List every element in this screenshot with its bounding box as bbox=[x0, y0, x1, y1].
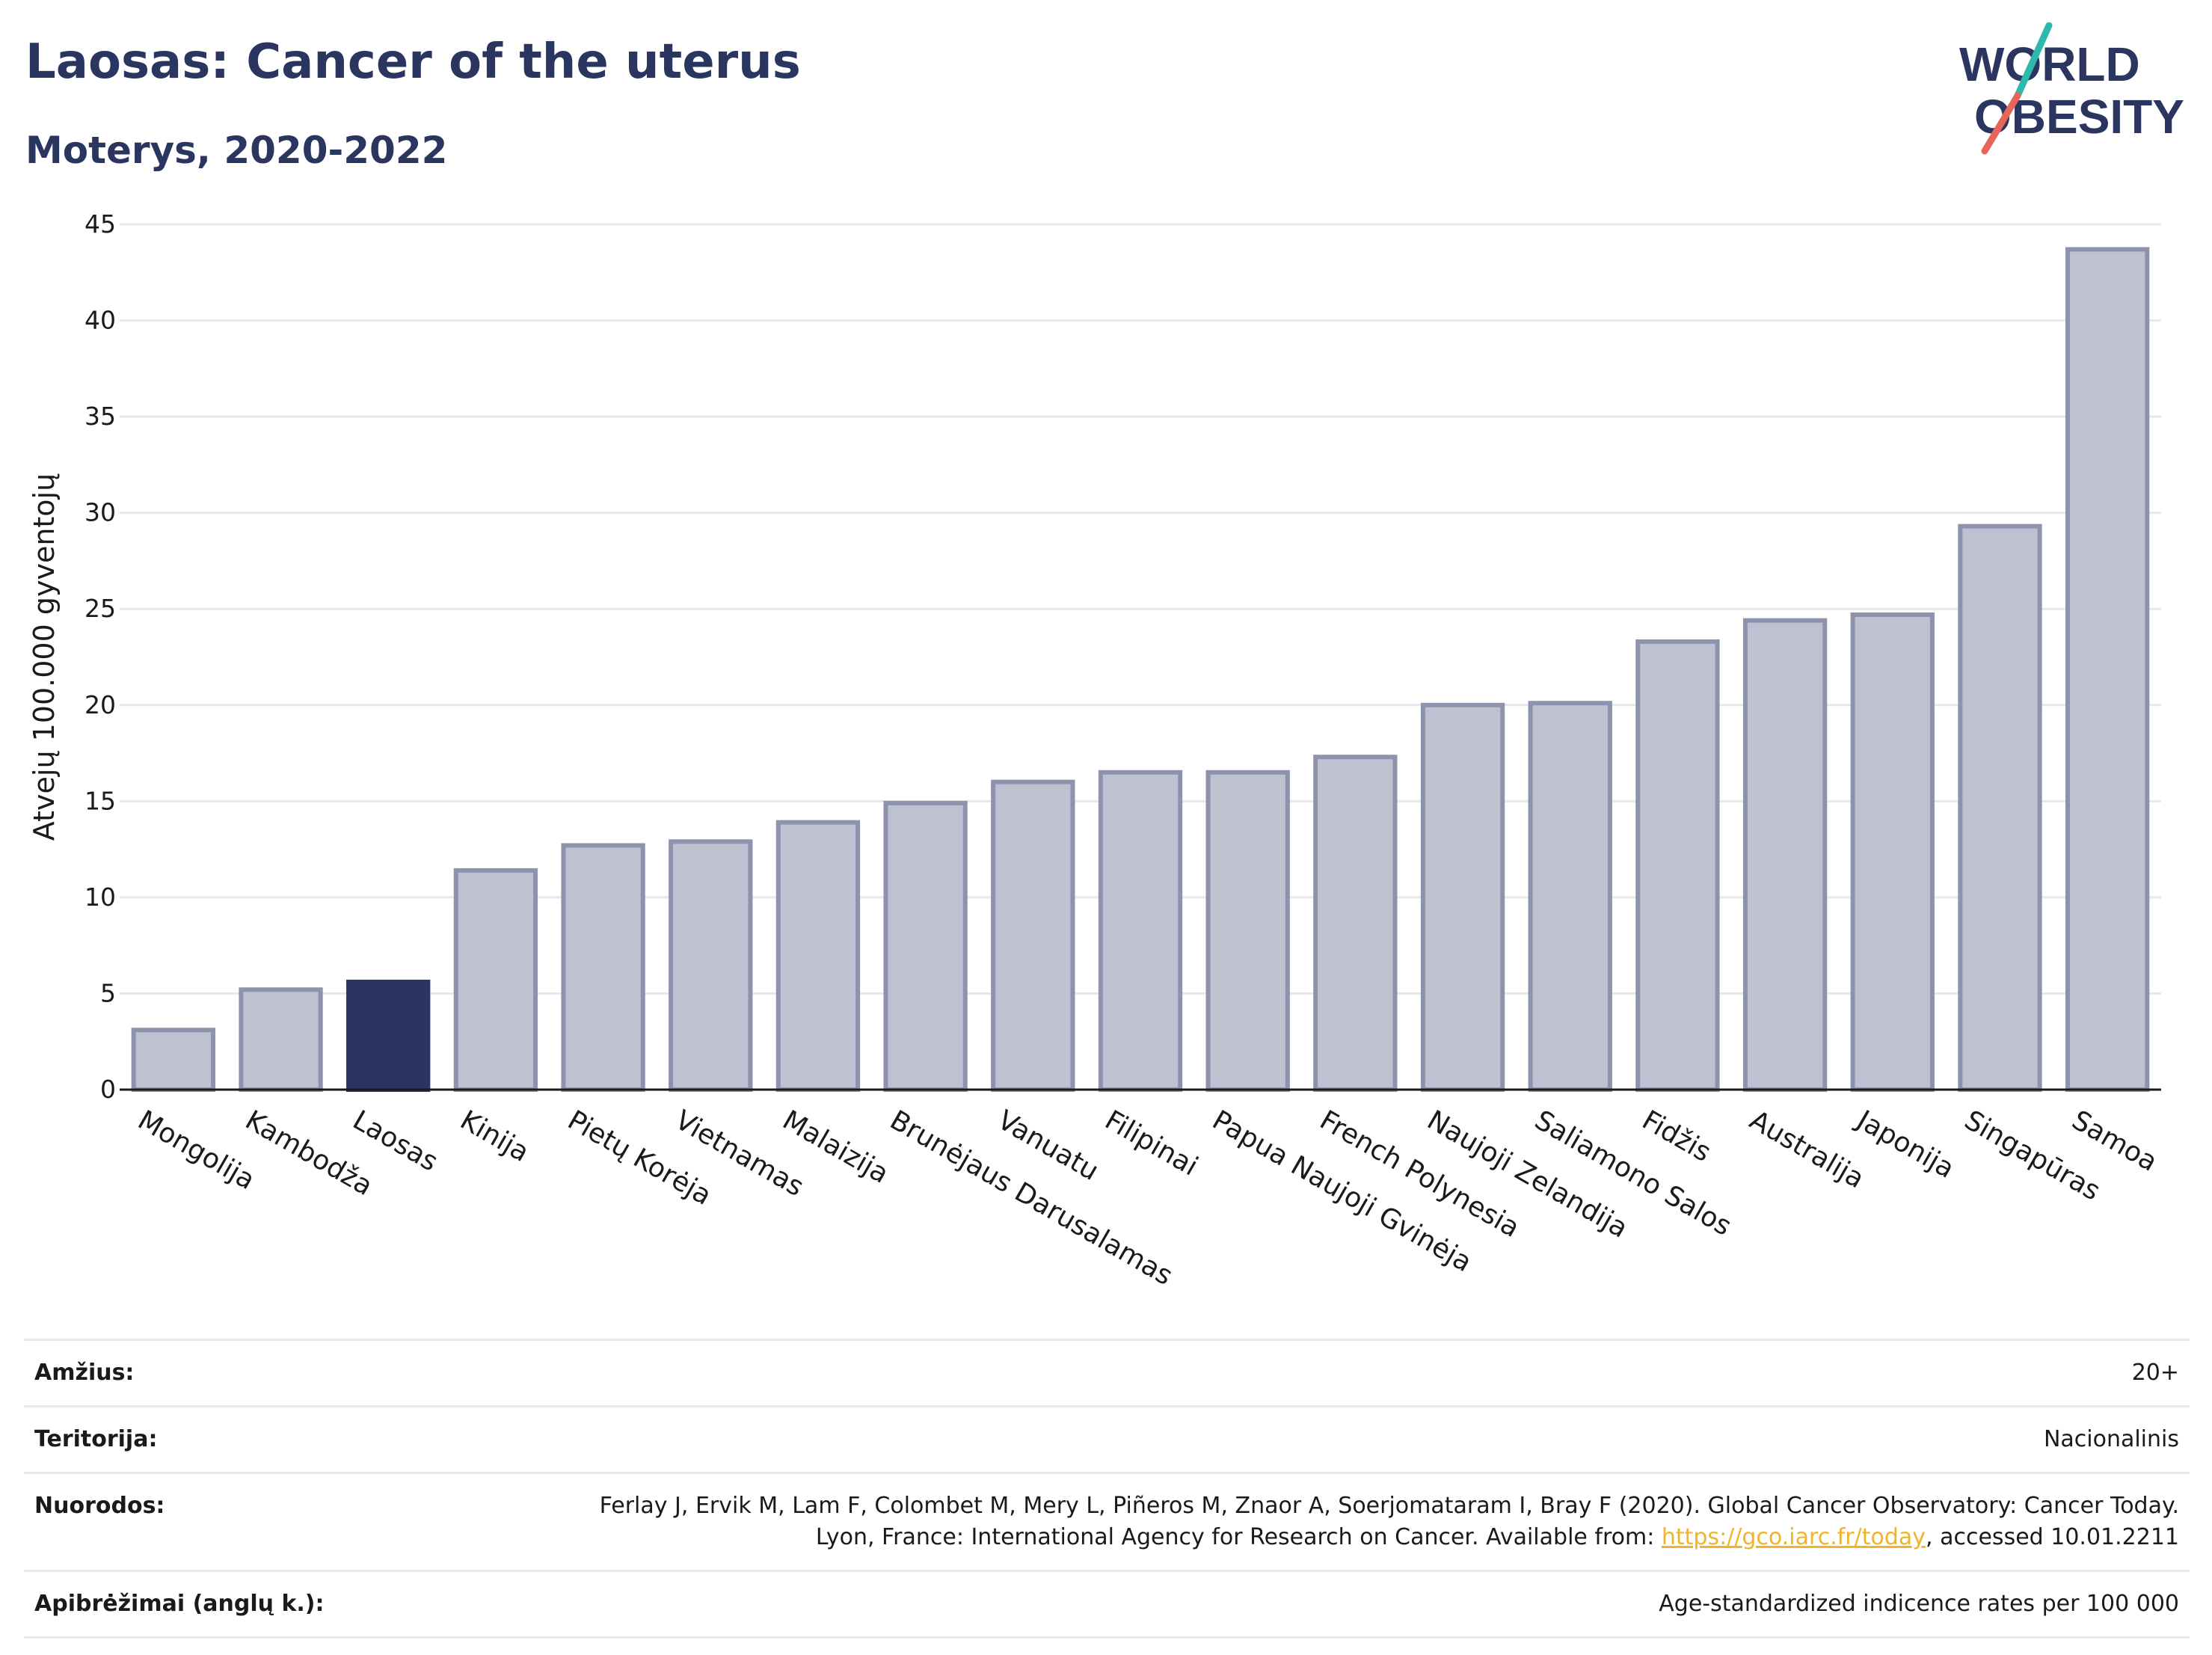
bar bbox=[1635, 639, 1720, 1092]
logo-line1: WORLD bbox=[1959, 37, 2140, 91]
references-value: Ferlay J, Ervik M, Lam F, Colombet M, Me… bbox=[571, 1490, 2179, 1553]
logo-slash-coral bbox=[1981, 92, 2021, 155]
definitions-row: Apibrėžimai (anglų k.): Age-standardized… bbox=[24, 1570, 2190, 1639]
chart-title: Laosas: Cancer of the uterus bbox=[25, 34, 801, 90]
territory-label: Teritorija: bbox=[34, 1426, 158, 1452]
logo-slash-teal bbox=[2014, 22, 2053, 99]
y-tick-label: 40 bbox=[85, 306, 116, 335]
bar bbox=[1313, 755, 1398, 1092]
bar bbox=[1420, 702, 1505, 1092]
bar bbox=[1205, 770, 1290, 1092]
references-link[interactable]: https://gco.iarc.fr/today bbox=[1661, 1524, 1926, 1550]
logo-line2: OBESITY bbox=[1974, 90, 2184, 144]
bar bbox=[1958, 523, 2042, 1093]
info-table: Amžius: 20+ Teritorija: Nacionalinis Nuo… bbox=[24, 1339, 2190, 1639]
references-text: Ferlay J, Ervik M, Lam F, Colombet M, Me… bbox=[599, 1493, 2179, 1550]
territory-row: Teritorija: Nacionalinis bbox=[24, 1405, 2190, 1472]
definitions-label: Apibrėžimai (anglų k.): bbox=[34, 1591, 325, 1617]
x-tick-label: Mongolija bbox=[132, 1105, 259, 1196]
y-axis-label: Atvejų 100.000 gyventojų bbox=[28, 473, 61, 841]
y-tick-label: 10 bbox=[85, 882, 116, 912]
references-label: Nuorodos: bbox=[34, 1493, 165, 1519]
bar bbox=[775, 820, 861, 1092]
bar bbox=[1850, 612, 1935, 1092]
x-tick-label: Australija bbox=[1745, 1105, 1870, 1194]
x-tick-label: Filipinai bbox=[1100, 1105, 1203, 1182]
y-tick-label: 30 bbox=[85, 498, 116, 527]
y-tick-label: 15 bbox=[85, 786, 116, 815]
x-tick-label: Fidžis bbox=[1637, 1105, 1716, 1168]
bar bbox=[669, 839, 753, 1092]
age-label: Amžius: bbox=[34, 1360, 135, 1386]
bar bbox=[1742, 618, 1828, 1092]
x-tick-label: Kinija bbox=[455, 1105, 534, 1168]
definitions-value: Age-standardized indicence rates per 100… bbox=[1659, 1591, 2179, 1617]
bar bbox=[883, 800, 968, 1092]
references-row: Nuorodos: Ferlay J, Ervik M, Lam F, Colo… bbox=[24, 1472, 2190, 1570]
bar-highlighted bbox=[346, 980, 431, 1093]
bar bbox=[239, 987, 323, 1093]
age-value: 20+ bbox=[2131, 1360, 2179, 1386]
bar bbox=[561, 843, 645, 1092]
y-tick-label: 25 bbox=[85, 594, 116, 623]
x-tick-label: Saliamono Salos bbox=[1529, 1105, 1736, 1242]
references-accessed: , accessed 10.01.2211 bbox=[1926, 1524, 2179, 1550]
bar bbox=[453, 868, 538, 1092]
territory-value: Nacionalinis bbox=[2043, 1426, 2179, 1452]
y-tick-label: 45 bbox=[85, 209, 116, 239]
world-obesity-logo: WORLD OBESITY bbox=[1959, 22, 2184, 155]
x-tick-label: Japonija bbox=[1851, 1104, 1960, 1185]
age-row: Amžius: 20+ bbox=[24, 1339, 2190, 1405]
chart-subtitle: Moterys, 2020-2022 bbox=[25, 129, 448, 172]
bar bbox=[131, 1028, 216, 1092]
bar bbox=[991, 779, 1075, 1092]
bar bbox=[2065, 247, 2150, 1093]
y-tick-label: 5 bbox=[100, 978, 116, 1007]
bar bbox=[1098, 770, 1183, 1092]
y-tick-label: 0 bbox=[100, 1075, 116, 1104]
x-tick-label: Naujoji Zelandija bbox=[1422, 1105, 1633, 1244]
y-tick-label: 35 bbox=[85, 402, 116, 431]
y-tick-label: 20 bbox=[85, 690, 116, 719]
bar bbox=[1528, 701, 1612, 1092]
